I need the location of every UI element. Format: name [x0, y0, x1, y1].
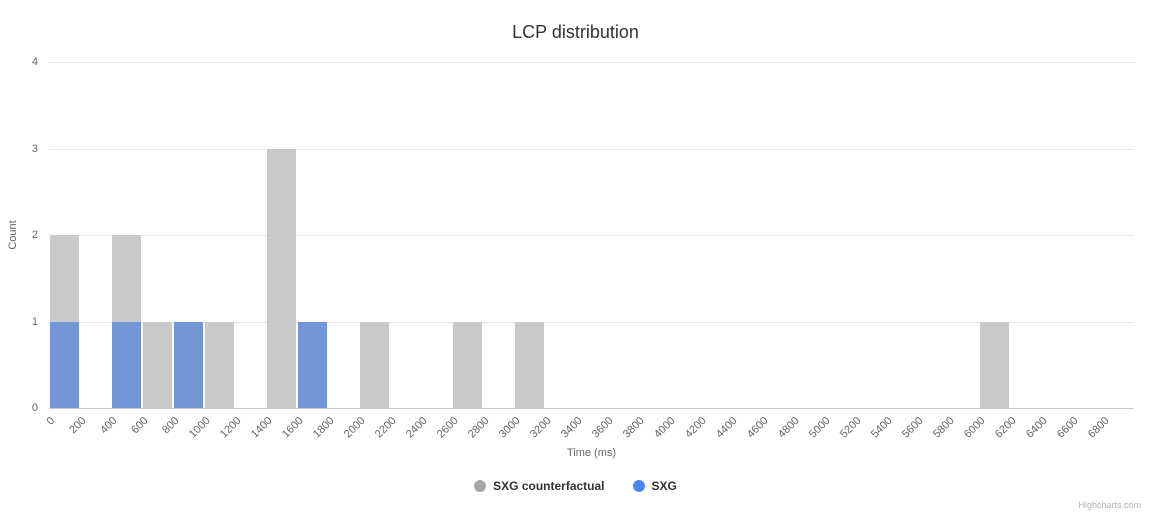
bar-sxg-0[interactable]	[50, 321, 79, 408]
bar-sxg-counterfactual-6000[interactable]	[980, 321, 1009, 408]
x-tick-label-4000: 4000	[651, 414, 678, 441]
y-tick-label-2: 2	[31, 229, 38, 241]
x-tick-label-2000: 2000	[341, 414, 368, 441]
legend-marker-sxg-counterfactual-icon	[474, 480, 487, 492]
y-tick-label-0: 0	[31, 402, 38, 414]
x-tick-label-1000: 1000	[186, 414, 213, 441]
x-tick-label-2200: 2200	[372, 414, 399, 441]
legend-item-sxg-counterfactual[interactable]: SXG counterfactual	[474, 479, 605, 493]
x-tick-label-5200: 5200	[837, 414, 864, 441]
x-tick-label-3000: 3000	[496, 414, 523, 441]
bar-sxg-counterfactual-2000[interactable]	[360, 321, 389, 408]
x-tick-label-2800: 2800	[465, 414, 492, 441]
x-tick-label-1400: 1400	[248, 414, 275, 441]
bar-sxg-counterfactual-1000[interactable]	[205, 321, 234, 408]
x-tick-label-1600: 1600	[279, 414, 306, 441]
chart-title: LCP distribution	[512, 22, 639, 42]
x-tick-label-1800: 1800	[310, 414, 337, 441]
bar-sxg-1600[interactable]	[298, 321, 327, 408]
gridline-y-2	[49, 235, 1134, 236]
x-axis-line	[49, 408, 1134, 409]
x-tick-label-2600: 2600	[434, 414, 461, 441]
x-tick-label-3200: 3200	[527, 414, 554, 441]
x-tick-label-4400: 4400	[713, 414, 740, 441]
bar-sxg-counterfactual-3000[interactable]	[515, 321, 544, 408]
x-tick-label-5000: 5000	[806, 414, 833, 441]
bar-sxg-400[interactable]	[112, 321, 141, 408]
x-tick-label-400: 400	[97, 414, 120, 437]
gridline-y-4	[49, 62, 1134, 63]
x-tick-label-4200: 4200	[682, 414, 709, 441]
bar-sxg-counterfactual-1400[interactable]	[267, 148, 296, 408]
legend: SXG counterfactual SXG	[0, 479, 1151, 493]
x-tick-label-0: 0	[44, 414, 58, 428]
x-tick-label-5600: 5600	[899, 414, 926, 441]
legend-marker-sxg-icon	[632, 480, 645, 492]
gridline-y-1	[49, 321, 1134, 323]
bar-sxg-800[interactable]	[174, 321, 203, 408]
x-tick-label-4800: 4800	[775, 414, 802, 441]
x-tick-label-6400: 6400	[1023, 414, 1050, 441]
x-tick-label-6200: 6200	[992, 414, 1019, 441]
x-tick-label-1200: 1200	[217, 414, 244, 441]
y-tick-label-1: 1	[31, 315, 38, 328]
x-axis-title: Time (ms)	[566, 447, 617, 459]
x-tick-label-800: 800	[159, 414, 182, 437]
x-tick-label-6000: 6000	[961, 414, 988, 441]
x-tick-label-3600: 3600	[589, 414, 616, 441]
x-tick-label-600: 600	[128, 414, 151, 437]
x-tick-label-5400: 5400	[868, 414, 895, 441]
x-tick-label-3800: 3800	[620, 414, 647, 441]
plot-area	[49, 62, 1134, 409]
x-tick-label-3400: 3400	[558, 414, 585, 441]
x-tick-label-5800: 5800	[930, 414, 957, 441]
x-tick-label-6600: 6600	[1054, 414, 1081, 441]
x-tick-label-6800: 6800	[1085, 414, 1112, 441]
y-tick-label-4: 4	[31, 56, 38, 68]
highcharts-credit-link[interactable]: Highcharts.com	[1078, 500, 1141, 510]
bar-sxg-counterfactual-2600[interactable]	[453, 321, 482, 408]
legend-label-sxg: SXG	[651, 479, 677, 493]
gridline-y-3	[49, 148, 1134, 150]
x-tick-label-4600: 4600	[744, 414, 771, 441]
x-tick-label-200: 200	[66, 414, 89, 437]
legend-item-sxg[interactable]: SXG	[632, 479, 677, 493]
bar-sxg-counterfactual-600[interactable]	[143, 321, 172, 408]
legend-label-sxg-counterfactual: SXG counterfactual	[493, 479, 605, 493]
x-tick-label-2400: 2400	[403, 414, 430, 441]
y-tick-label-3: 3	[31, 142, 38, 155]
